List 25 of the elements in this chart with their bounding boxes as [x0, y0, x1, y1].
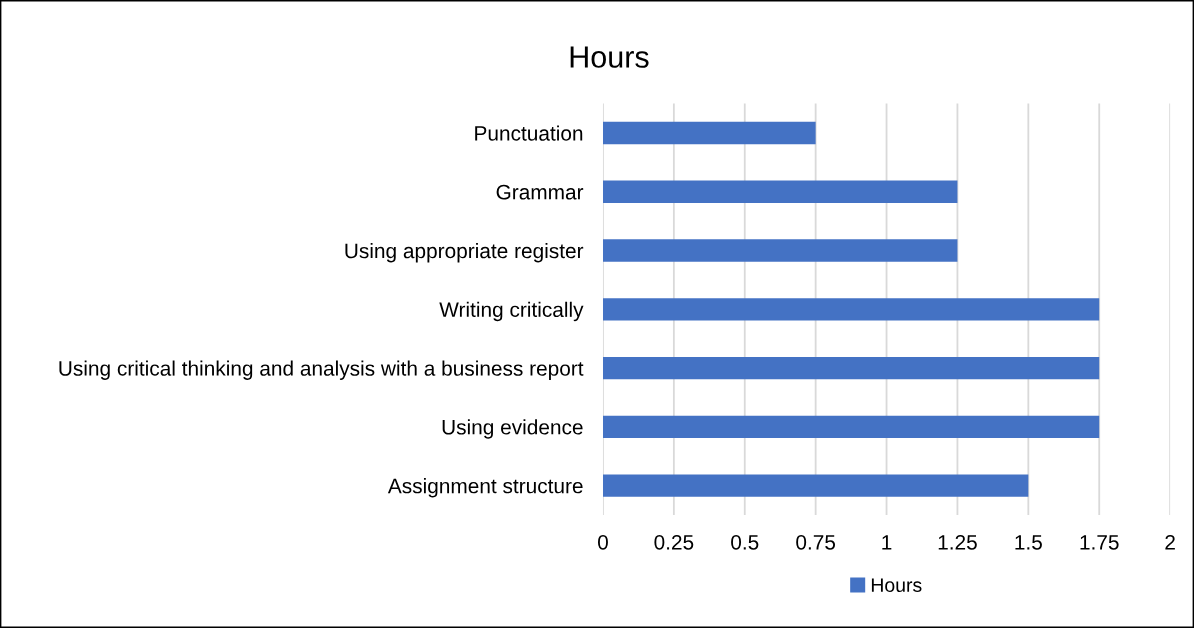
- x-tick-label: 2: [1165, 534, 1175, 550]
- bar: [602, 180, 958, 203]
- x-tick-label: 1.25: [938, 534, 977, 550]
- y-tick-label: Using appropriate register: [345, 242, 584, 263]
- legend-label: Hours: [871, 578, 922, 592]
- bar: [602, 298, 1100, 321]
- bar: [602, 356, 1100, 380]
- x-tick-label: 1: [882, 535, 892, 550]
- y-tick-label: Assignment structure: [387, 478, 583, 498]
- x-tick-label: 0.5: [731, 534, 759, 550]
- x-tick-label: 0.75: [796, 534, 836, 550]
- bar: [602, 239, 958, 262]
- x-tick-label: 1.75: [1080, 535, 1119, 550]
- chart-title: Hours: [570, 46, 649, 68]
- x-tick-label: 1.5: [1015, 535, 1042, 550]
- y-tick-label: Using critical thinking and analysis with a business report: [59, 360, 584, 380]
- bar: [602, 415, 1100, 438]
- bar: [602, 474, 1029, 497]
- y-tick-label: Using evidence: [442, 419, 583, 439]
- y-tick-label: Grammar: [496, 184, 584, 200]
- bar: [602, 121, 816, 145]
- y-tick-label: Writing critically: [439, 301, 584, 322]
- x-tick-label: 0: [597, 534, 608, 550]
- y-tick-label: Punctuation: [475, 125, 583, 141]
- x-tick-label: 0.25: [654, 534, 694, 550]
